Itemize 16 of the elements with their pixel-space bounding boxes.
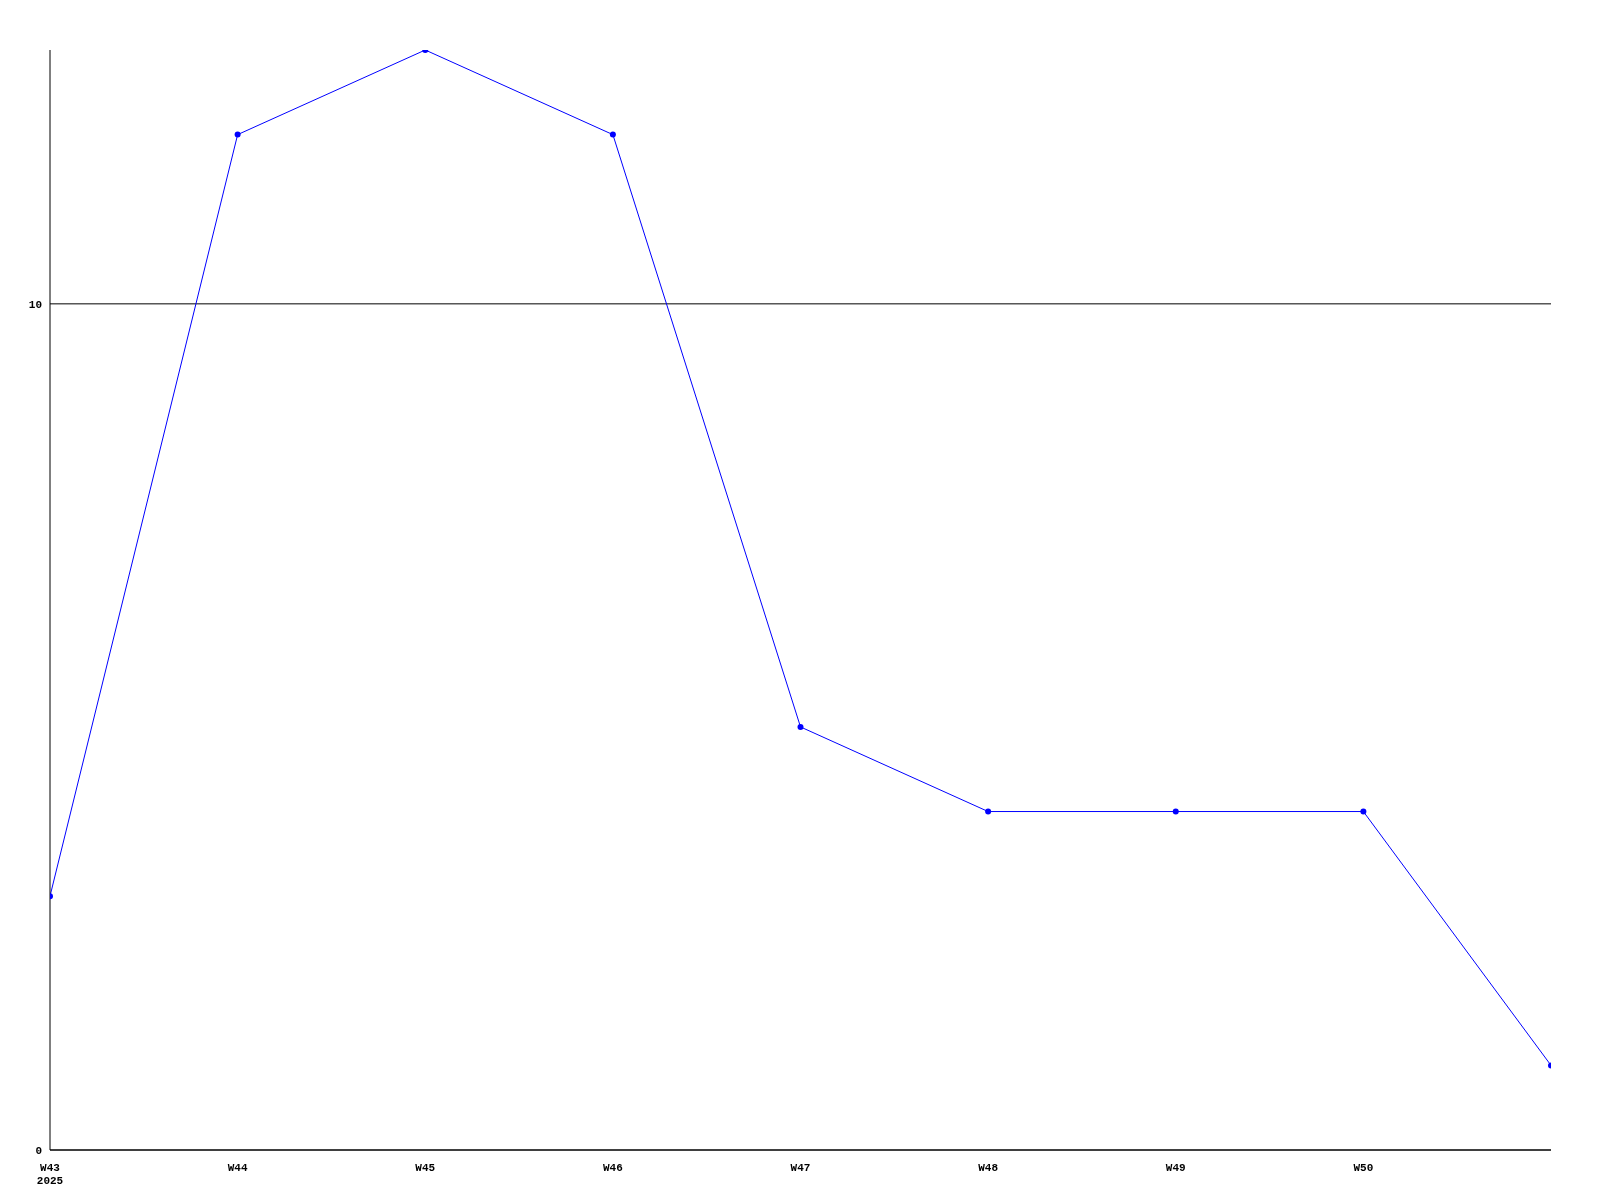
point bbox=[1360, 808, 1367, 815]
x-tick-label: W46 bbox=[602, 1162, 623, 1174]
x-tick-label: W47 bbox=[790, 1162, 811, 1174]
point bbox=[797, 723, 804, 730]
x-tick-label: W50 bbox=[1353, 1162, 1374, 1174]
x-tick-label: W43 2025 bbox=[36, 1162, 64, 1187]
x-tick-label: W45 bbox=[415, 1162, 436, 1174]
x-tick-label: W44 bbox=[227, 1162, 248, 1174]
point bbox=[609, 131, 616, 138]
point bbox=[234, 131, 241, 138]
x-tick-label: W48 bbox=[978, 1162, 999, 1174]
point bbox=[1172, 808, 1179, 815]
y-tick-label: 0 bbox=[35, 1144, 42, 1157]
point bbox=[985, 808, 992, 815]
y-tick-label: 10 bbox=[28, 298, 42, 311]
x-tick-label: W49 bbox=[1165, 1162, 1186, 1174]
